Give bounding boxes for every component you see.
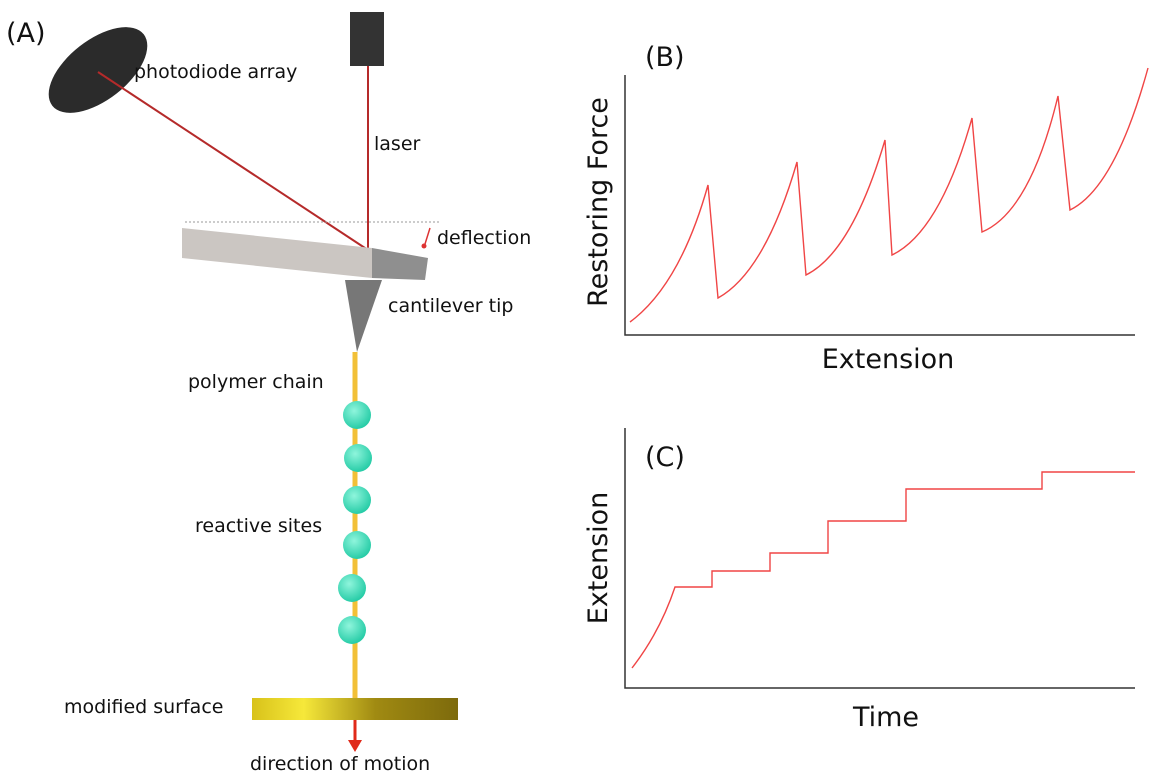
y-axis-label: Restoring Force <box>583 97 614 307</box>
laser-source <box>350 12 384 66</box>
extension-curve <box>631 471 1135 669</box>
panel-b: (B) Restoring Force Extension <box>583 42 1149 375</box>
reflected-beam <box>97 71 369 251</box>
chain-label: polymer chain <box>188 371 324 393</box>
panel-label: (C) <box>645 442 685 473</box>
surface-label: modified surface <box>64 696 223 718</box>
force-curve <box>629 67 1149 323</box>
photodiode-label: photodiode array <box>134 61 297 83</box>
laser-label: laser <box>374 133 421 155</box>
axes <box>624 75 1135 336</box>
reactive-site <box>338 616 366 644</box>
panel-label: (B) <box>645 42 685 73</box>
reactive-site <box>338 574 366 602</box>
deflection-label: deflection <box>437 227 531 249</box>
x-axis-label: Extension <box>822 344 955 375</box>
surface <box>252 698 458 720</box>
reactive-site <box>343 401 371 429</box>
panel-c: (C) Extension Time <box>583 428 1135 733</box>
deflection-arrowhead <box>421 243 427 249</box>
reactive-site <box>344 444 372 472</box>
motion-label: direction of motion <box>250 753 430 775</box>
tip-label: cantilever tip <box>388 295 513 317</box>
panel-label: (A) <box>6 18 46 49</box>
cantilever-end <box>372 248 428 280</box>
cantilever <box>182 228 372 278</box>
sites-label: reactive sites <box>195 515 322 537</box>
motion-arrowhead <box>348 740 362 752</box>
tip <box>345 280 382 352</box>
deflection-arrow <box>424 227 431 245</box>
y-axis-label: Extension <box>583 492 614 625</box>
panel-a: (A) photodiode array laser deflection ca… <box>6 12 531 775</box>
x-axis-label: Time <box>852 702 919 733</box>
axes <box>624 428 1135 689</box>
reactive-site <box>343 531 371 559</box>
reactive-site <box>343 486 371 514</box>
photodiode <box>48 27 148 113</box>
